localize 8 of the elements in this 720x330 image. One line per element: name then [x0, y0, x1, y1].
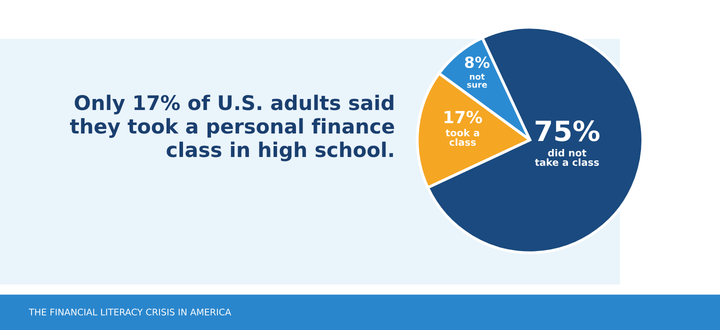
slice-label: not sure — [467, 74, 487, 88]
data-label: 8% — [465, 56, 490, 68]
text: THE FINANCIAL LITERACY CRISIS IN AMERICA — [28, 308, 232, 316]
text: Only 17% of U.S. adults said they took a personal finance class in high school. — [70, 94, 394, 162]
slice-label: took a class — [446, 128, 480, 146]
data-label: 17% — [444, 110, 482, 124]
slice-label: did not take a class — [534, 148, 599, 166]
data-label: 75% — [536, 120, 600, 142]
